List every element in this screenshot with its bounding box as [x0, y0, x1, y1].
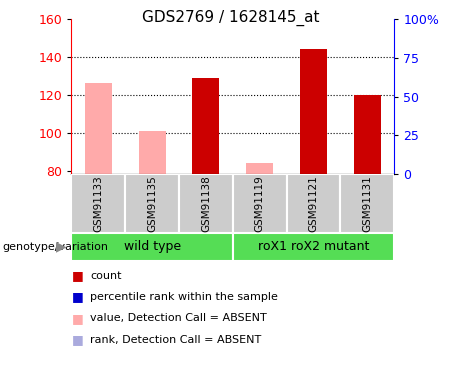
Text: roX1 roX2 mutant: roX1 roX2 mutant [258, 240, 369, 253]
Bar [85, 83, 112, 174]
Text: ■: ■ [71, 312, 83, 325]
Bar [287, 174, 340, 232]
Text: GSM91131: GSM91131 [362, 175, 372, 232]
Text: rank, Detection Call = ABSENT: rank, Detection Call = ABSENT [90, 335, 261, 345]
Text: GSM91138: GSM91138 [201, 175, 211, 232]
Text: ■: ■ [71, 291, 83, 303]
Bar [71, 232, 233, 261]
Bar [179, 174, 233, 232]
Bar [193, 78, 219, 174]
Bar [233, 232, 394, 261]
Text: ■: ■ [71, 333, 83, 346]
Text: value, Detection Call = ABSENT: value, Detection Call = ABSENT [90, 314, 266, 323]
Text: GSM91135: GSM91135 [147, 175, 157, 232]
Bar [71, 174, 125, 232]
Text: count: count [90, 271, 121, 280]
Text: percentile rank within the sample: percentile rank within the sample [90, 292, 278, 302]
Text: wild type: wild type [124, 240, 181, 253]
Bar [340, 174, 394, 232]
Text: ■: ■ [71, 269, 83, 282]
Bar [354, 94, 381, 174]
Text: genotype/variation: genotype/variation [2, 242, 108, 252]
Text: GDS2769 / 1628145_at: GDS2769 / 1628145_at [142, 9, 319, 26]
Text: GSM91133: GSM91133 [93, 175, 103, 232]
Bar [125, 174, 179, 232]
Text: ▶: ▶ [56, 240, 67, 254]
Bar [139, 131, 165, 174]
Bar [233, 174, 287, 232]
Bar [246, 163, 273, 174]
Bar [300, 49, 327, 174]
Text: GSM91119: GSM91119 [254, 175, 265, 232]
Text: GSM91121: GSM91121 [308, 175, 319, 232]
